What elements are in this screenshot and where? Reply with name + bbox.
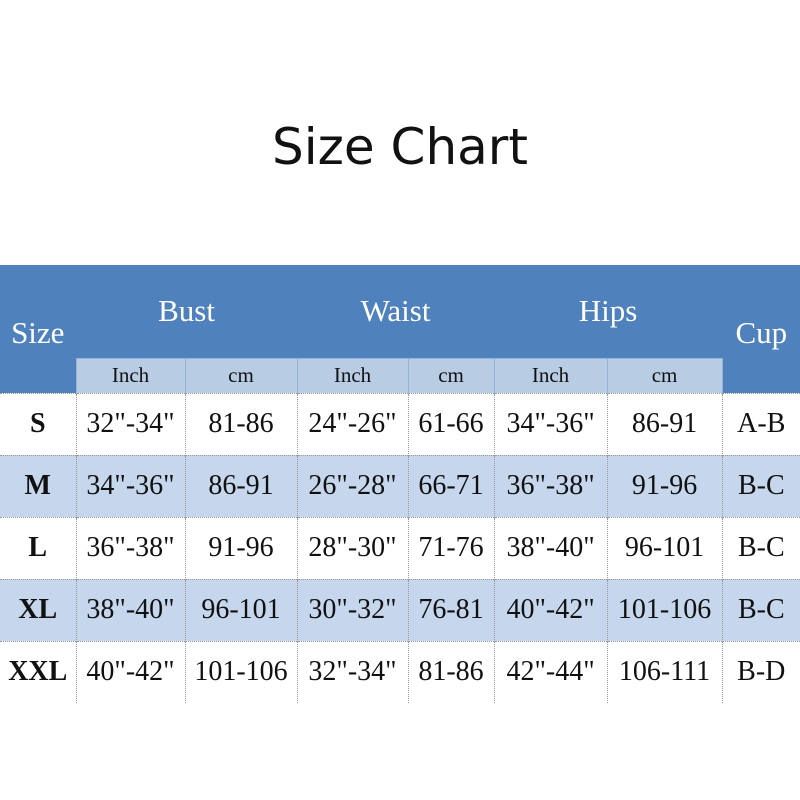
table-cell: 26"-28": [296, 454, 409, 517]
table-cell: 91-96: [184, 516, 298, 579]
table-row: XXL 40"-42" 101-106 32"-34" 81-86 42"-44" 106-…: [0, 640, 800, 703]
table-row: M 34"-36" 86-91 26"-28" 66-71 36"-38" 91-96 B-C: [0, 454, 800, 517]
header-waist: Waist: [297, 265, 495, 358]
table-row: XL 38"-40" 96-101 30"-32" 76-81 40"-42" 101-10…: [0, 578, 800, 641]
page-title: Size Chart: [272, 118, 528, 176]
unit-header: cm: [184, 357, 298, 393]
table-cell: 32"-34": [296, 640, 409, 703]
table-cell: 96-101: [184, 578, 298, 641]
table-cell: 32"-34": [75, 392, 185, 455]
header-hips: Hips: [494, 265, 723, 358]
table-cell: 71-76: [407, 516, 495, 579]
header-cup: Cup: [722, 265, 800, 393]
size-cell: XL: [0, 578, 76, 641]
table-cell: 40"-42": [493, 578, 608, 641]
size-table: Size Bust Waist Hips Cup Inch cm Inch cm…: [0, 265, 800, 703]
table-cell: B-C: [721, 516, 800, 579]
table-cell: 42"-44": [493, 640, 608, 703]
table-cell: 101-106: [184, 640, 298, 703]
unit-header: cm: [407, 357, 495, 393]
table-cell: 36"-38": [75, 516, 185, 579]
table-cell: 38"-40": [75, 578, 185, 641]
table-cell: 66-71: [407, 454, 495, 517]
table-cell: B-D: [721, 640, 800, 703]
table-cell: 101-106: [606, 578, 723, 641]
table-cell: 86-91: [184, 454, 298, 517]
table-row: L 36"-38" 91-96 28"-30" 71-76 38"-40" 96-101 B-…: [0, 516, 800, 579]
table-cell: 24"-26": [296, 392, 409, 455]
size-cell: M: [0, 454, 76, 517]
header-bust: Bust: [76, 265, 298, 358]
table-cell: 86-91: [606, 392, 723, 455]
table-cell: 28"-30": [296, 516, 409, 579]
table-cell: 81-86: [184, 392, 298, 455]
size-cell: XXL: [0, 640, 76, 703]
table-cell: 36"-38": [493, 454, 608, 517]
table-row: S 32"-34" 81-86 24"-26" 61-66 34"-36" 86-91 A-B: [0, 392, 800, 455]
unit-header: Inch: [75, 357, 186, 393]
table-cell: 40"-42": [75, 640, 185, 703]
table-cell: B-C: [721, 454, 800, 517]
table-cell: 76-81: [407, 578, 495, 641]
table-cell: 61-66: [407, 392, 495, 455]
size-cell: S: [0, 392, 76, 455]
table-cell: 81-86: [407, 640, 495, 703]
table-cell: B-C: [721, 578, 800, 641]
unit-header: Inch: [296, 357, 409, 393]
table-cell: 106-111: [606, 640, 723, 703]
table-cell: 30"-32": [296, 578, 409, 641]
table-cell: 91-96: [606, 454, 723, 517]
unit-header: Inch: [493, 357, 608, 393]
header-size: Size: [0, 265, 76, 393]
unit-header: cm: [606, 357, 723, 393]
size-cell: L: [0, 516, 76, 579]
table-cell: 38"-40": [493, 516, 608, 579]
table-cell: 96-101: [606, 516, 723, 579]
table-cell: 34"-36": [493, 392, 608, 455]
table-cell: 34"-36": [75, 454, 185, 517]
table-cell: A-B: [721, 392, 800, 455]
